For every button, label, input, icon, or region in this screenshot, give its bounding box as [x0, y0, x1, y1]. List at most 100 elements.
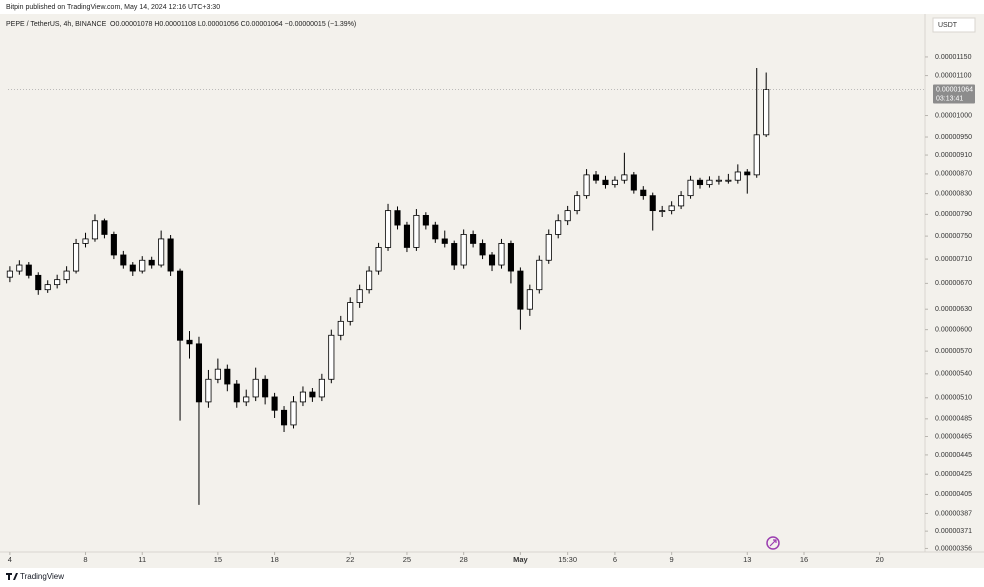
- candle-body: [583, 174, 590, 197]
- candle-body: [451, 243, 458, 266]
- candle-body: [177, 270, 184, 341]
- candle-body: [517, 270, 524, 310]
- x-tick-label: 16: [800, 555, 808, 564]
- brand-name: TradingView: [20, 572, 64, 581]
- published-note: Bitpin published on TradingView.com, May…: [6, 4, 220, 11]
- y-tick-label: 0.00000630: [935, 306, 972, 313]
- candle-body: [715, 179, 722, 182]
- candle-body: [763, 89, 770, 136]
- y-tick-label: 0.00000425: [935, 471, 972, 478]
- candle-body: [536, 259, 543, 291]
- last-price-box: [933, 84, 975, 104]
- x-tick-label: 8: [83, 555, 87, 564]
- x-tick-label: 25: [403, 555, 411, 564]
- x-tick-label: 28: [459, 555, 467, 564]
- candle-body: [110, 234, 117, 256]
- x-tick-label: 18: [270, 555, 278, 564]
- x-tick-label: 22: [346, 555, 354, 564]
- candle-body: [54, 279, 61, 286]
- candle-body: [73, 243, 80, 272]
- candle-body: [186, 339, 193, 345]
- y-tick-label: 0.00000387: [935, 510, 972, 517]
- candle-body: [706, 179, 713, 186]
- y-tick-label: 0.00000570: [935, 348, 972, 355]
- y-tick-label: 0.00001000: [935, 112, 972, 119]
- candle-body: [413, 214, 420, 248]
- y-tick-label: 0.00000445: [935, 452, 972, 459]
- candle-body: [328, 334, 335, 380]
- y-tick-label: 0.00000950: [935, 134, 972, 141]
- y-tick-label: 0.00000870: [935, 171, 972, 178]
- candle-body: [649, 195, 656, 212]
- watermark-icon: [766, 536, 780, 550]
- candle-body: [158, 238, 165, 266]
- candle-body: [479, 243, 486, 256]
- candle-body: [6, 270, 13, 278]
- y-tick-label: 0.00001150: [935, 54, 972, 61]
- y-tick-label: 0.00000790: [935, 211, 972, 218]
- candle-body: [394, 210, 401, 226]
- candle-body: [470, 234, 477, 244]
- candle-body: [432, 224, 439, 240]
- candle-body: [356, 289, 363, 303]
- candle-body: [16, 264, 23, 272]
- candle-body: [347, 302, 354, 322]
- candle-body: [63, 270, 70, 281]
- countdown-label: 03:13:41: [936, 95, 963, 102]
- candle-body: [422, 214, 429, 226]
- candle-body: [696, 179, 704, 186]
- candle-body: [744, 171, 751, 176]
- candle-body: [280, 409, 288, 426]
- candle-body: [611, 179, 618, 186]
- y-tick-label: 0.00000510: [935, 395, 972, 402]
- candle-body: [195, 343, 203, 403]
- candle-body: [82, 238, 89, 244]
- candle-body: [91, 220, 99, 240]
- candle-body: [366, 270, 373, 291]
- y-tick-label: 0.00000750: [935, 233, 972, 240]
- candle-body: [214, 368, 221, 380]
- x-tick-label: 4: [8, 555, 12, 564]
- candles: [6, 68, 770, 505]
- candle-body: [44, 284, 51, 291]
- y-tick-label: 0.00000540: [935, 371, 972, 378]
- candle-body: [526, 289, 533, 310]
- y-tick-label: 0.00000485: [935, 416, 972, 423]
- candle-body: [602, 179, 609, 186]
- candle-body: [309, 391, 316, 398]
- y-tick-label: 0.00000371: [935, 528, 972, 535]
- candle-body: [574, 195, 581, 212]
- candle-body: [555, 220, 562, 235]
- y-tick-label: 0.00000465: [935, 433, 972, 440]
- chart-background: [0, 14, 984, 568]
- candle-body: [101, 220, 108, 235]
- candle-body: [753, 134, 760, 176]
- candle-body: [725, 179, 732, 182]
- candle-body: [337, 320, 344, 336]
- y-tick-label: 0.00000670: [935, 280, 972, 287]
- ohlc-legend: O0.00001078 H0.00001108 L0.00001056 C0.0…: [110, 21, 356, 28]
- candle-body: [243, 396, 250, 403]
- x-tick-label: 15:30: [558, 555, 577, 564]
- candle-body: [441, 238, 448, 244]
- currency-label[interactable]: USDT: [938, 22, 958, 29]
- candle-body: [299, 391, 306, 403]
- y-tick-label: 0.00001100: [935, 72, 972, 79]
- candle-body: [498, 243, 505, 266]
- last-price-label: 0.00001064: [936, 86, 973, 93]
- candle-body: [678, 195, 685, 207]
- candle-body: [687, 179, 694, 197]
- candle-body: [460, 234, 467, 266]
- candle-body: [384, 210, 392, 248]
- candle-body: [375, 247, 382, 272]
- candle-body: [734, 171, 741, 181]
- candle-body: [564, 210, 571, 222]
- currency-box[interactable]: [932, 17, 976, 33]
- candle-body: [318, 378, 325, 398]
- chart-title: PEPE / TetherUS, 4h, BINANCE: [6, 21, 107, 28]
- candle-body: [488, 254, 496, 266]
- candle-body: [659, 210, 666, 213]
- candle-body: [167, 238, 174, 272]
- candle-body: [640, 189, 647, 197]
